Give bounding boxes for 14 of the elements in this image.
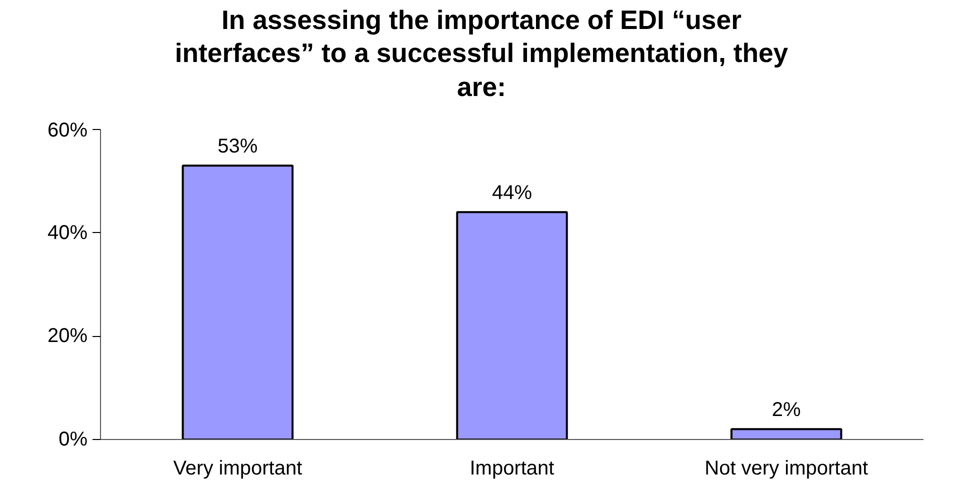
bar xyxy=(730,428,842,440)
chart-title: In assessing the importance of EDI “user interfaces” to a successful implementation, they are: xyxy=(174,4,788,104)
y-tick-label: 40% xyxy=(47,222,88,244)
bar xyxy=(182,164,294,440)
y-tick-label: 60% xyxy=(47,120,88,142)
x-tick-label: Important xyxy=(470,458,555,480)
data-label: 53% xyxy=(218,136,258,158)
y-tick-label: 20% xyxy=(47,325,88,348)
x-tick-label: Not very important xyxy=(704,458,868,480)
bar xyxy=(456,211,568,440)
x-tick-label: Very important xyxy=(173,458,303,480)
data-label: 2% xyxy=(772,399,802,422)
data-label: 44% xyxy=(492,182,532,204)
y-tick-label: 0% xyxy=(58,428,88,450)
